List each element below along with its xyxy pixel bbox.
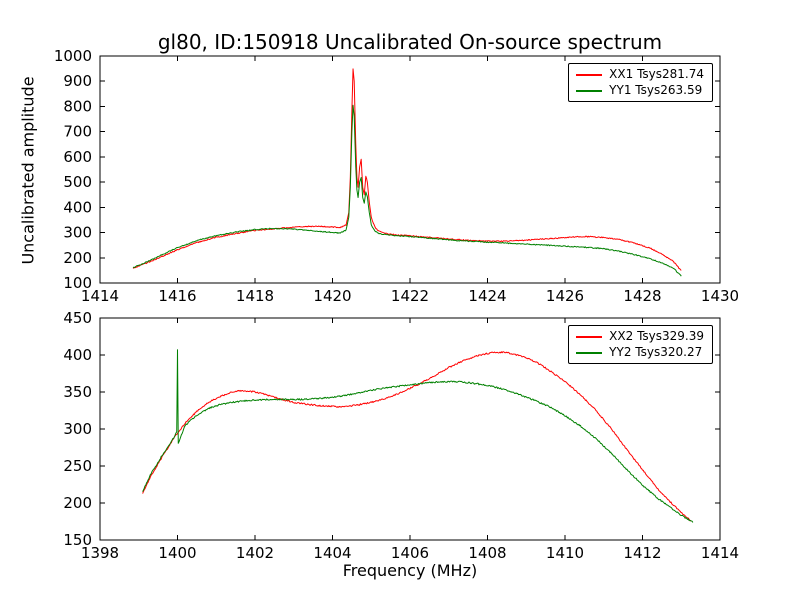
- x-tick-label: 1406: [391, 544, 429, 562]
- y-tick-label: 100: [63, 274, 92, 292]
- legend-bottom: XX2 Tsys329.39 YY2 Tsys320.27: [568, 325, 713, 364]
- x-axis-label: Frequency (MHz): [342, 561, 478, 580]
- x-tick-label: 1408: [468, 544, 506, 562]
- x-tick-label: 1410: [546, 544, 584, 562]
- legend-line-swatch: [576, 89, 603, 92]
- y-tick-label: 350: [63, 383, 92, 401]
- x-tick-label: 1426: [546, 287, 584, 305]
- x-tick-label: 1402: [236, 544, 274, 562]
- x-tick-label: 1422: [391, 287, 429, 305]
- y-tick-label: 900: [63, 72, 92, 90]
- y-tick-label: 200: [63, 494, 92, 512]
- y-tick-label: 700: [63, 123, 92, 141]
- y-tick-label: 600: [63, 148, 92, 166]
- x-tick-label: 1414: [701, 544, 739, 562]
- legend-entry: XX1 Tsys281.74: [576, 68, 704, 81]
- legend-line-swatch: [576, 73, 603, 76]
- legend-label: YY1 Tsys263.59: [609, 83, 703, 97]
- legend-label: YY2 Tsys320.27: [609, 345, 703, 359]
- y-tick-label: 200: [63, 249, 92, 267]
- y-tick-label: 150: [63, 531, 92, 549]
- legend-entry: YY2 Tsys320.27: [576, 346, 704, 359]
- x-tick-label: 1412: [623, 544, 661, 562]
- y-tick-label: 300: [63, 224, 92, 242]
- x-tick-label: 1416: [158, 287, 196, 305]
- y-tick-label: 800: [63, 97, 92, 115]
- x-tick-label: 1418: [236, 287, 274, 305]
- x-tick-label: 1414: [81, 287, 119, 305]
- series-line-yy1: [132, 104, 682, 277]
- x-tick-label: 1420: [313, 287, 351, 305]
- y-tick-label: 500: [63, 173, 92, 191]
- y-tick-label: 400: [63, 346, 92, 364]
- legend-entry: XX2 Tsys329.39: [576, 330, 704, 343]
- x-tick-label: 1398: [81, 544, 119, 562]
- y-tick-label: 250: [63, 457, 92, 475]
- y-tick-label: 450: [63, 309, 92, 327]
- series-line-yy2: [142, 349, 694, 523]
- y-tick-label: 300: [63, 420, 92, 438]
- legend-line-swatch: [576, 351, 603, 354]
- legend-label: XX1 Tsys281.74: [609, 67, 704, 81]
- x-tick-label: 1424: [468, 287, 506, 305]
- chart-title: gl80, ID:150918 Uncalibrated On-source s…: [157, 30, 663, 54]
- legend-entry: YY1 Tsys263.59: [576, 84, 704, 97]
- x-tick-label: 1404: [313, 544, 351, 562]
- legend-label: XX2 Tsys329.39: [609, 329, 704, 343]
- x-tick-label: 1428: [623, 287, 661, 305]
- legend-line-swatch: [576, 335, 603, 338]
- y-tick-label: 400: [63, 198, 92, 216]
- x-tick-label: 1430: [701, 287, 739, 305]
- series-line-xx2: [142, 351, 692, 522]
- x-tick-label: 1400: [158, 544, 196, 562]
- legend-top: XX1 Tsys281.74 YY1 Tsys263.59: [568, 63, 713, 102]
- y-tick-label: 1000: [54, 47, 92, 65]
- series-line-xx1: [132, 68, 682, 271]
